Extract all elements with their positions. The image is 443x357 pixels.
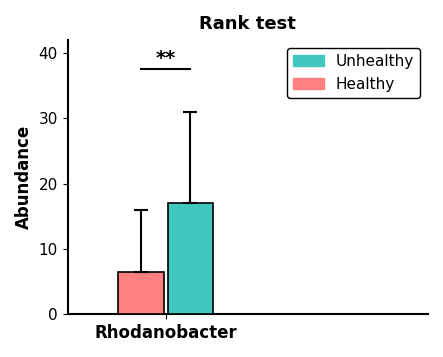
Bar <box>167 203 214 314</box>
Bar <box>118 272 164 314</box>
Legend: Unhealthy, Healthy: Unhealthy, Healthy <box>287 48 420 97</box>
Y-axis label: Abundance: Abundance <box>15 125 33 229</box>
Text: **: ** <box>156 49 176 67</box>
Title: Rank test: Rank test <box>199 15 296 33</box>
